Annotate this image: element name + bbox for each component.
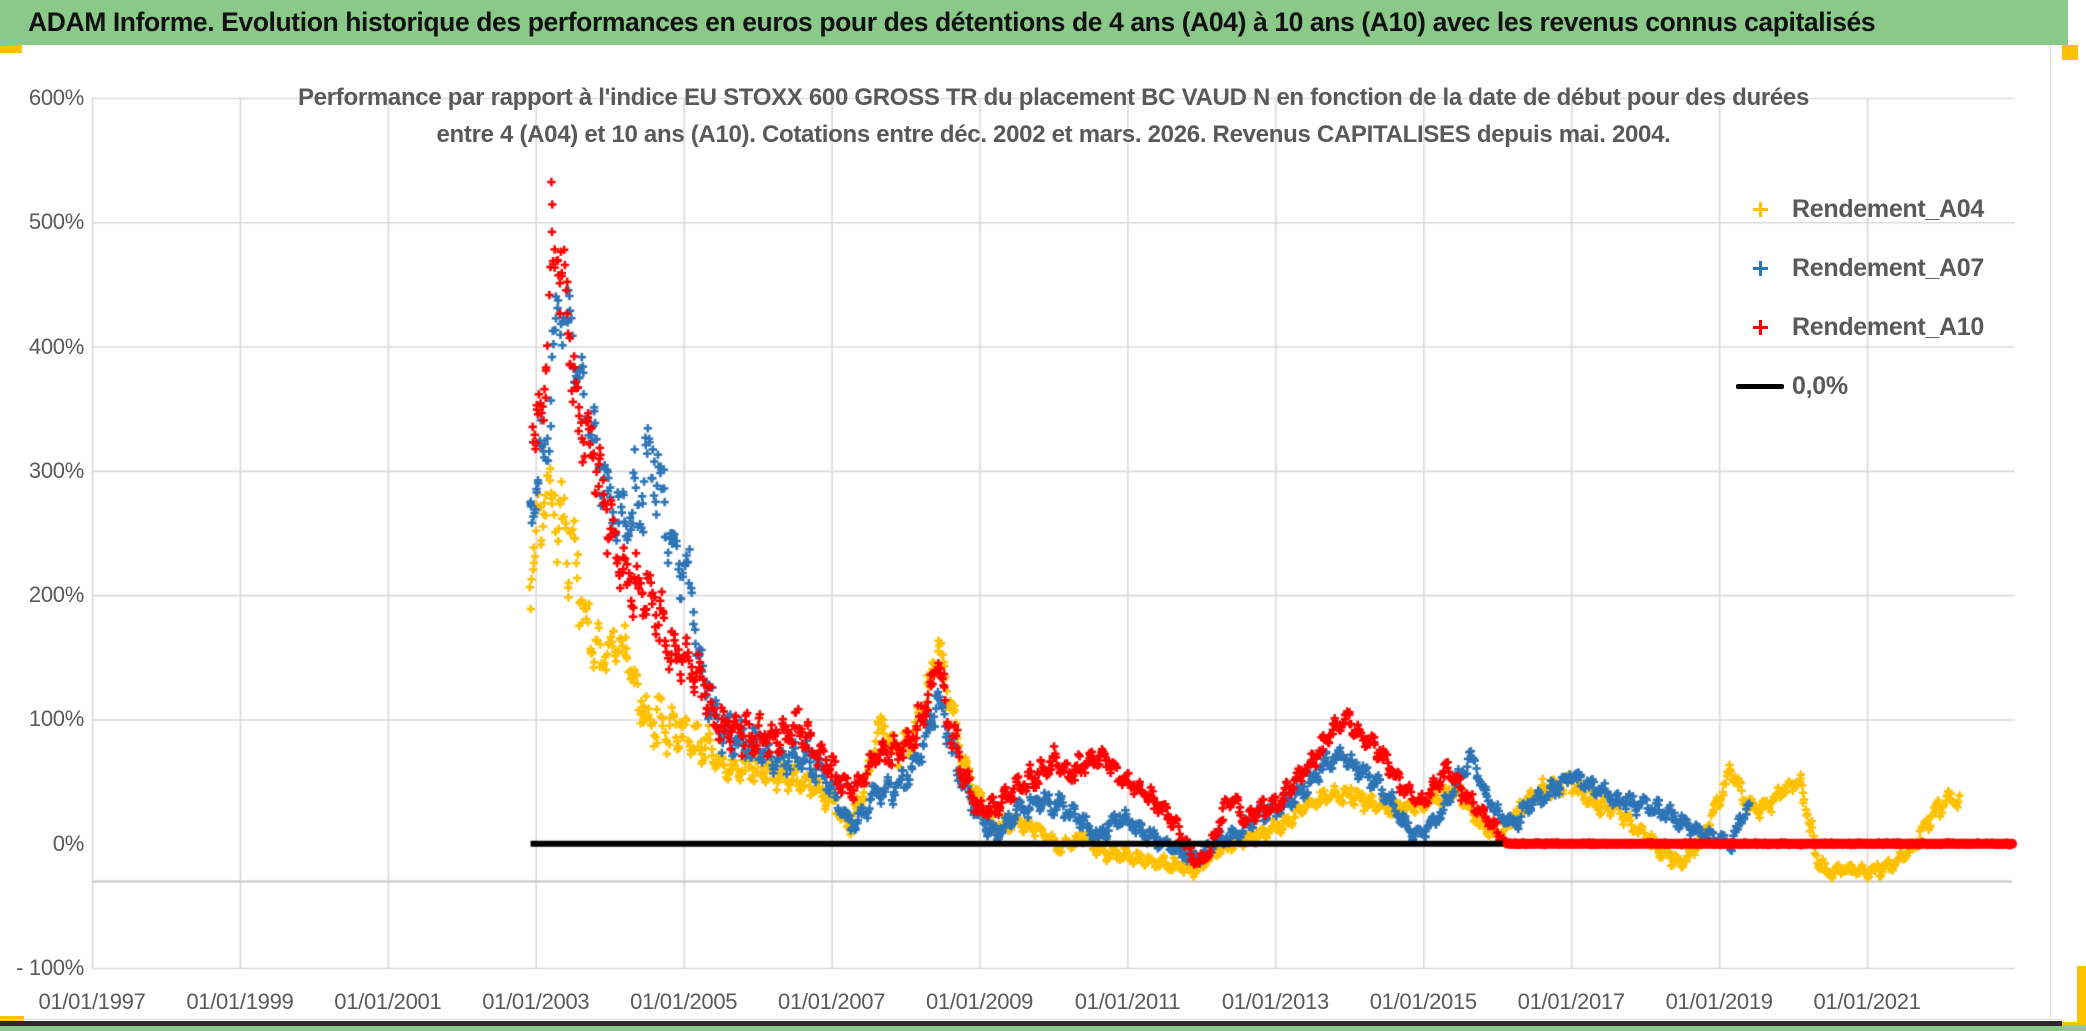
legend-item-rendement-a10[interactable]: Rendement_A10: [1736, 298, 1984, 357]
gold-accent-top-right: [2062, 45, 2078, 60]
x-tick-label: 01/01/2007: [778, 989, 886, 1014]
bottom-green-bar: [0, 1026, 2086, 1031]
y-tick-label: - 100%: [16, 955, 84, 980]
y-tick-label: 300%: [28, 457, 84, 483]
legend-marker: [1736, 261, 1784, 276]
x-tick-label: 01/01/2001: [334, 989, 442, 1014]
x-tick-label: 01/01/2015: [1369, 989, 1477, 1014]
x-tick-label: 01/01/1999: [186, 989, 294, 1014]
plus-marker-icon: [1752, 261, 1768, 276]
legend-marker: [1736, 384, 1784, 389]
gold-accent-right-strip: [2077, 966, 2086, 1031]
y-tick-label: 100%: [28, 706, 84, 732]
legend-label: Rendement_A10: [1792, 313, 1984, 341]
plus-marker-icon: [1752, 202, 1768, 217]
y-tick-label: 400%: [28, 333, 84, 359]
legend-label: Rendement_A04: [1792, 195, 1984, 223]
chart-subtitle: Performance par rapport à l'indice EU ST…: [92, 79, 2015, 153]
legend-label: Rendement_A07: [1792, 254, 1984, 282]
chart-area-right-border: [2050, 45, 2051, 1020]
x-tick-label: 01/01/2019: [1665, 989, 1773, 1014]
chart-subtitle-line: Performance par rapport à l'indice EU ST…: [297, 84, 1810, 111]
x-tick-label: 01/01/2009: [925, 989, 1034, 1014]
legend-label: 0,0%: [1792, 372, 1848, 400]
y-tick-label: 0%: [52, 830, 85, 856]
legend-marker: [1736, 202, 1784, 217]
page-title: ADAM Informe. Evolution historique des p…: [28, 7, 1876, 37]
y-tick-label: 500%: [28, 209, 84, 235]
legend-item-rendement-a07[interactable]: Rendement_A07: [1736, 239, 1984, 298]
x-tick-label: 01/01/2011: [1074, 989, 1181, 1014]
legend-marker: [1736, 320, 1784, 335]
line-swatch-icon: [1736, 384, 1784, 389]
legend-item-rendement-a04[interactable]: Rendement_A04: [1736, 180, 1984, 239]
x-tick-label: 01/01/1997: [38, 989, 146, 1014]
y-tick-label: 200%: [28, 582, 84, 608]
chart-legend: Rendement_A04 Rendement_A07 Rendement_A10 0…: [1736, 180, 1984, 416]
x-tick-label: 01/01/2013: [1221, 989, 1329, 1014]
chart-subtitle-line: entre 4 (A04) et 10 ans (A10). Cotations…: [436, 121, 1671, 148]
header-bar: ADAM Informe. Evolution historique des p…: [0, 0, 2068, 45]
x-tick-label: 01/01/2017: [1517, 989, 1625, 1014]
x-tick-label: 01/01/2021: [1813, 989, 1921, 1014]
y-tick-label: 600%: [28, 85, 84, 110]
bottom-dark-bar: [0, 1021, 2062, 1026]
x-tick-label: 01/01/2003: [482, 989, 590, 1014]
plus-marker-icon: [1752, 320, 1768, 335]
x-tick-label: 01/01/2005: [630, 989, 738, 1014]
chart-area-bottom-border: [0, 1019, 2062, 1020]
legend-item-0-0-[interactable]: 0,0%: [1736, 357, 1984, 416]
gold-accent-top-left: [0, 45, 22, 53]
